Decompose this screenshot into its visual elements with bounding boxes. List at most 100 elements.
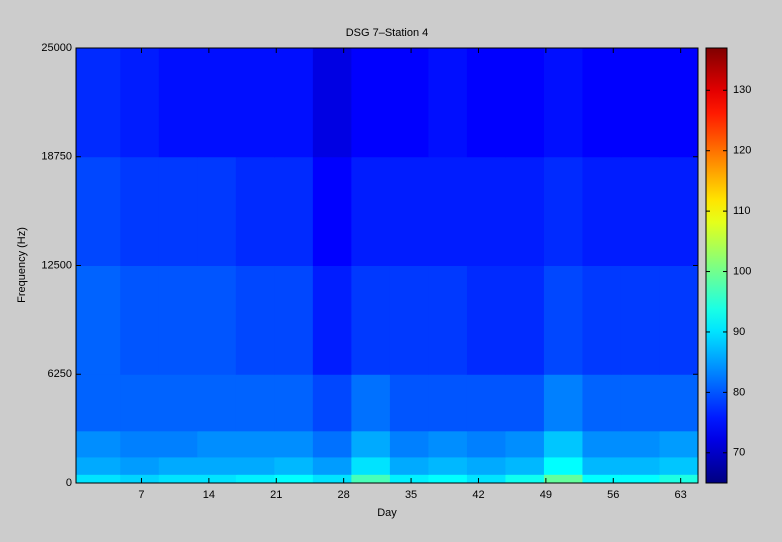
y-tick-label: 0: [66, 477, 72, 489]
x-tick-label: 28: [338, 489, 350, 501]
heat-cell: [620, 430, 660, 458]
heat-cell: [620, 474, 660, 484]
heat-cell: [659, 374, 699, 432]
heat-cell: [158, 48, 198, 158]
heat-cell: [235, 456, 275, 475]
x-axis-label: Day: [377, 507, 397, 519]
heat-cell: [582, 456, 622, 475]
heat-cell: [120, 456, 160, 475]
heat-cell: [428, 430, 468, 458]
heat-cell: [158, 456, 198, 475]
heat-cell: [659, 48, 699, 158]
heat-cell: [582, 474, 622, 484]
heat-cell: [428, 456, 468, 475]
colorbar: [705, 47, 728, 484]
heat-cell: [312, 474, 352, 484]
x-tick-label: 21: [270, 489, 282, 501]
heat-cell: [428, 265, 468, 375]
heat-cell: [274, 156, 314, 266]
heat-cell: [158, 374, 198, 432]
heat-cell: [659, 456, 699, 475]
heat-cell: [351, 474, 391, 484]
heat-cell: [505, 474, 545, 484]
y-tick-label: 12500: [41, 259, 72, 271]
heat-cell: [76, 456, 121, 475]
heat-cell: [620, 374, 660, 432]
heat-cell: [76, 374, 121, 432]
heat-cell: [351, 48, 391, 158]
heat-cell: [543, 474, 583, 484]
heat-cell: [351, 456, 391, 475]
heat-cell: [274, 48, 314, 158]
colorbar-tick-label: 80: [733, 386, 745, 398]
heat-cell: [158, 265, 198, 375]
heat-cell: [197, 474, 237, 484]
heat-cell: [312, 430, 352, 458]
heat-cell: [620, 456, 660, 475]
heat-cell: [312, 48, 352, 158]
heat-cell: [466, 374, 506, 432]
heat-cell: [120, 265, 160, 375]
heat-cell: [505, 48, 545, 158]
colorbar-tick-label: 120: [733, 145, 751, 157]
heat-cell: [120, 474, 160, 484]
heat-cell: [235, 156, 275, 266]
heat-cell: [466, 474, 506, 484]
heat-cell: [389, 156, 429, 266]
heat-cell: [582, 374, 622, 432]
heat-cell: [543, 374, 583, 432]
heat-cell: [543, 156, 583, 266]
heat-cell: [120, 156, 160, 266]
heat-cell: [274, 265, 314, 375]
heat-cell: [582, 156, 622, 266]
heat-cell: [582, 430, 622, 458]
y-tick-label: 25000: [41, 42, 72, 54]
heat-cell: [659, 474, 699, 484]
heat-cell: [389, 474, 429, 484]
heat-cell: [76, 474, 121, 484]
heat-cell: [197, 430, 237, 458]
heat-cell: [543, 430, 583, 458]
heat-cell: [351, 156, 391, 266]
heat-cell: [197, 48, 237, 158]
y-tick-label: 6250: [48, 368, 72, 380]
heat-cell: [312, 456, 352, 475]
heat-cell: [235, 265, 275, 375]
heat-cell: [389, 430, 429, 458]
chart-title: DSG 7–Station 4: [346, 27, 429, 39]
heat-cell: [351, 374, 391, 432]
heat-cell: [389, 265, 429, 375]
heat-cell: [505, 430, 545, 458]
heat-cell: [428, 48, 468, 158]
heat-cell: [158, 156, 198, 266]
heat-cell: [505, 265, 545, 375]
heat-cell: [620, 48, 660, 158]
heat-cell: [505, 156, 545, 266]
heat-cell: [582, 48, 622, 158]
heat-cell: [158, 474, 198, 484]
colorbar-tick-label: 70: [733, 447, 745, 459]
heat-cell: [389, 456, 429, 475]
heat-cell: [312, 265, 352, 375]
heat-cell: [312, 156, 352, 266]
heat-cell: [76, 156, 121, 266]
heat-cell: [274, 430, 314, 458]
heat-cell: [120, 374, 160, 432]
heat-cell: [466, 48, 506, 158]
heat-cell: [620, 265, 660, 375]
heat-cell: [197, 265, 237, 375]
x-tick-label: 7: [138, 489, 144, 501]
heat-cell: [466, 156, 506, 266]
heat-cell: [389, 48, 429, 158]
heat-cell: [235, 430, 275, 458]
heat-cell: [351, 430, 391, 458]
heat-cell: [197, 456, 237, 475]
heat-cell: [505, 374, 545, 432]
heat-cell: [197, 156, 237, 266]
heat-cell: [466, 456, 506, 475]
heat-cell: [428, 474, 468, 484]
heat-cell: [659, 156, 699, 266]
x-tick-label: 14: [203, 489, 215, 501]
x-tick-label: 35: [405, 489, 417, 501]
